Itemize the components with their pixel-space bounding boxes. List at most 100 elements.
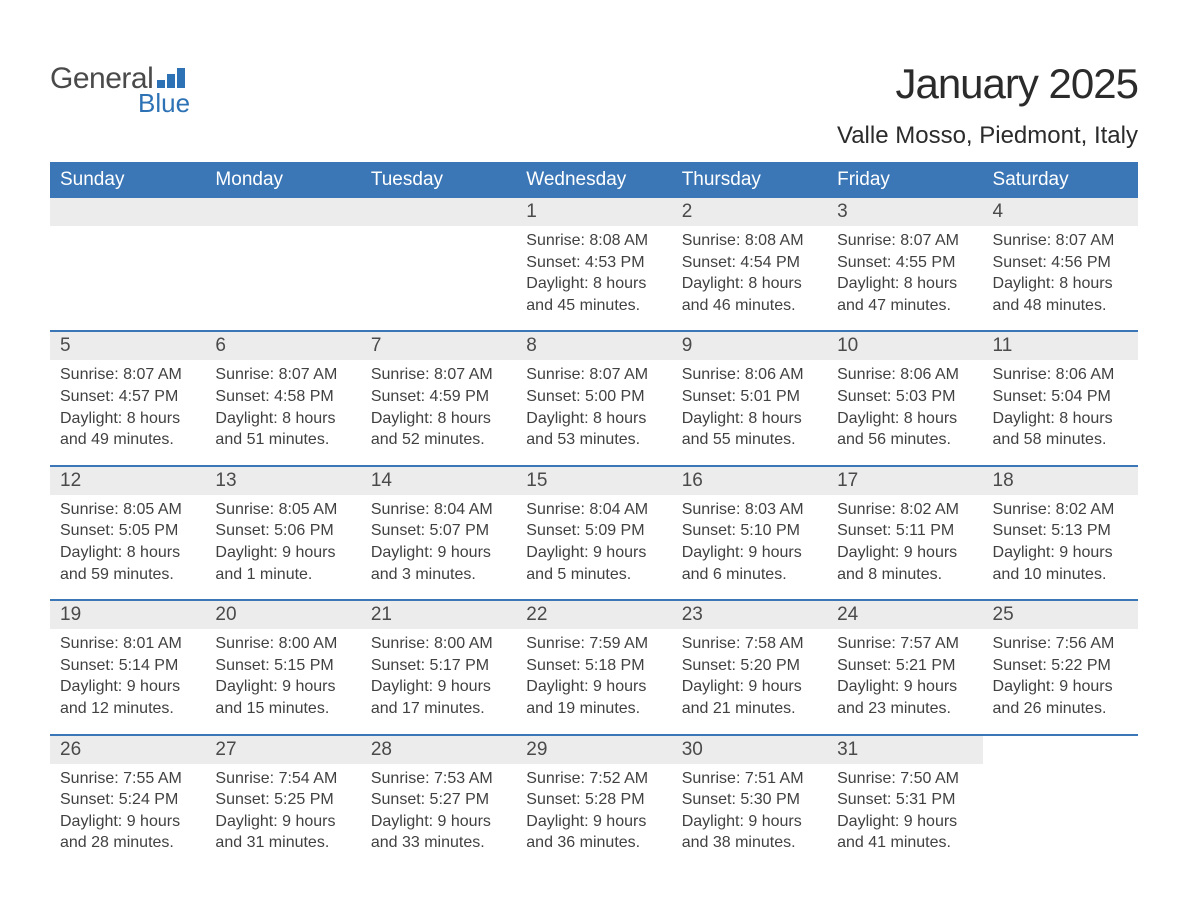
daylight-label-1: Daylight: 9 hours bbox=[60, 811, 195, 833]
daylight-label-2: and 47 minutes. bbox=[837, 295, 972, 317]
title-block: January 2025 Valle Mosso, Piedmont, Ital… bbox=[837, 60, 1138, 150]
day-number: 11 bbox=[983, 332, 1138, 360]
daylight-label-2: and 58 minutes. bbox=[993, 429, 1128, 451]
day-number: 6 bbox=[205, 332, 360, 360]
calendar-cell: 21Sunrise: 8:00 AMSunset: 5:17 PMDayligh… bbox=[361, 601, 516, 733]
day-info: Sunrise: 8:07 AMSunset: 4:58 PMDaylight:… bbox=[205, 360, 360, 450]
daylight-label-2: and 23 minutes. bbox=[837, 698, 972, 720]
day-info: Sunrise: 8:08 AMSunset: 4:54 PMDaylight:… bbox=[672, 226, 827, 316]
sunset-label: Sunset: 5:01 PM bbox=[682, 386, 817, 408]
day-info: Sunrise: 8:04 AMSunset: 5:07 PMDaylight:… bbox=[361, 495, 516, 585]
calendar-cell: 25Sunrise: 7:56 AMSunset: 5:22 PMDayligh… bbox=[983, 601, 1138, 733]
calendar-cell: 1Sunrise: 8:08 AMSunset: 4:53 PMDaylight… bbox=[516, 198, 671, 330]
daylight-label-2: and 55 minutes. bbox=[682, 429, 817, 451]
logo-text-blue: Blue bbox=[138, 88, 190, 119]
sunrise-label: Sunrise: 8:07 AM bbox=[60, 364, 195, 386]
day-info: Sunrise: 7:55 AMSunset: 5:24 PMDaylight:… bbox=[50, 764, 205, 854]
day-number: 30 bbox=[672, 736, 827, 764]
daylight-label-2: and 15 minutes. bbox=[215, 698, 350, 720]
sunset-label: Sunset: 5:30 PM bbox=[682, 789, 817, 811]
calendar-cell: 24Sunrise: 7:57 AMSunset: 5:21 PMDayligh… bbox=[827, 601, 982, 733]
sunset-label: Sunset: 4:53 PM bbox=[526, 252, 661, 274]
daylight-label-1: Daylight: 9 hours bbox=[215, 542, 350, 564]
daylight-label-2: and 1 minute. bbox=[215, 564, 350, 586]
sunset-label: Sunset: 4:59 PM bbox=[371, 386, 506, 408]
calendar-cell: 26Sunrise: 7:55 AMSunset: 5:24 PMDayligh… bbox=[50, 736, 205, 868]
day-number: 5 bbox=[50, 332, 205, 360]
sunrise-label: Sunrise: 8:04 AM bbox=[526, 499, 661, 521]
day-number: 28 bbox=[361, 736, 516, 764]
calendar-cell: 30Sunrise: 7:51 AMSunset: 5:30 PMDayligh… bbox=[672, 736, 827, 868]
day-info: Sunrise: 8:07 AMSunset: 4:55 PMDaylight:… bbox=[827, 226, 982, 316]
daylight-label-1: Daylight: 9 hours bbox=[682, 811, 817, 833]
daylight-label-2: and 31 minutes. bbox=[215, 832, 350, 854]
daylight-label-2: and 5 minutes. bbox=[526, 564, 661, 586]
day-info: Sunrise: 8:07 AMSunset: 4:56 PMDaylight:… bbox=[983, 226, 1138, 316]
day-number: 13 bbox=[205, 467, 360, 495]
day-number bbox=[50, 198, 205, 226]
day-number: 4 bbox=[983, 198, 1138, 226]
sunset-label: Sunset: 5:09 PM bbox=[526, 520, 661, 542]
day-number: 18 bbox=[983, 467, 1138, 495]
daylight-label-1: Daylight: 8 hours bbox=[60, 408, 195, 430]
daylight-label-2: and 52 minutes. bbox=[371, 429, 506, 451]
sunrise-label: Sunrise: 8:05 AM bbox=[60, 499, 195, 521]
day-number: 25 bbox=[983, 601, 1138, 629]
daylight-label-2: and 6 minutes. bbox=[682, 564, 817, 586]
day-number: 21 bbox=[361, 601, 516, 629]
dow-header: Thursday bbox=[672, 162, 827, 198]
daylight-label-2: and 12 minutes. bbox=[60, 698, 195, 720]
calendar-cell: 8Sunrise: 8:07 AMSunset: 5:00 PMDaylight… bbox=[516, 332, 671, 464]
dow-header: Tuesday bbox=[361, 162, 516, 198]
sunrise-label: Sunrise: 8:07 AM bbox=[837, 230, 972, 252]
day-info: Sunrise: 7:52 AMSunset: 5:28 PMDaylight:… bbox=[516, 764, 671, 854]
daylight-label-1: Daylight: 8 hours bbox=[682, 408, 817, 430]
day-info: Sunrise: 7:53 AMSunset: 5:27 PMDaylight:… bbox=[361, 764, 516, 854]
daylight-label-1: Daylight: 9 hours bbox=[993, 542, 1128, 564]
calendar-week: 19Sunrise: 8:01 AMSunset: 5:14 PMDayligh… bbox=[50, 599, 1138, 733]
calendar-cell: 16Sunrise: 8:03 AMSunset: 5:10 PMDayligh… bbox=[672, 467, 827, 599]
sunset-label: Sunset: 5:14 PM bbox=[60, 655, 195, 677]
daylight-label-1: Daylight: 9 hours bbox=[993, 676, 1128, 698]
sunrise-label: Sunrise: 8:03 AM bbox=[682, 499, 817, 521]
calendar-cell: 14Sunrise: 8:04 AMSunset: 5:07 PMDayligh… bbox=[361, 467, 516, 599]
day-number: 26 bbox=[50, 736, 205, 764]
sunset-label: Sunset: 5:27 PM bbox=[371, 789, 506, 811]
sunrise-label: Sunrise: 8:07 AM bbox=[526, 364, 661, 386]
day-number: 3 bbox=[827, 198, 982, 226]
daylight-label-2: and 51 minutes. bbox=[215, 429, 350, 451]
calendar-cell: 7Sunrise: 8:07 AMSunset: 4:59 PMDaylight… bbox=[361, 332, 516, 464]
day-info: Sunrise: 8:06 AMSunset: 5:01 PMDaylight:… bbox=[672, 360, 827, 450]
dow-header-row: SundayMondayTuesdayWednesdayThursdayFrid… bbox=[50, 162, 1138, 198]
day-number: 17 bbox=[827, 467, 982, 495]
sunrise-label: Sunrise: 8:06 AM bbox=[837, 364, 972, 386]
daylight-label-1: Daylight: 8 hours bbox=[682, 273, 817, 295]
day-number: 7 bbox=[361, 332, 516, 360]
calendar-cell: 19Sunrise: 8:01 AMSunset: 5:14 PMDayligh… bbox=[50, 601, 205, 733]
daylight-label-1: Daylight: 9 hours bbox=[215, 676, 350, 698]
sunrise-label: Sunrise: 7:52 AM bbox=[526, 768, 661, 790]
sunrise-label: Sunrise: 8:07 AM bbox=[371, 364, 506, 386]
daylight-label-1: Daylight: 9 hours bbox=[371, 811, 506, 833]
brand-logo: General Blue bbox=[50, 60, 197, 119]
page-header: General Blue January 2025 Valle Mosso, P… bbox=[50, 60, 1138, 150]
sunset-label: Sunset: 5:31 PM bbox=[837, 789, 972, 811]
day-info: Sunrise: 8:06 AMSunset: 5:03 PMDaylight:… bbox=[827, 360, 982, 450]
sunrise-label: Sunrise: 8:06 AM bbox=[993, 364, 1128, 386]
daylight-label-1: Daylight: 8 hours bbox=[837, 273, 972, 295]
sunrise-label: Sunrise: 8:05 AM bbox=[215, 499, 350, 521]
day-number: 22 bbox=[516, 601, 671, 629]
daylight-label-1: Daylight: 9 hours bbox=[682, 542, 817, 564]
day-info: Sunrise: 8:03 AMSunset: 5:10 PMDaylight:… bbox=[672, 495, 827, 585]
day-number: 27 bbox=[205, 736, 360, 764]
day-info: Sunrise: 8:06 AMSunset: 5:04 PMDaylight:… bbox=[983, 360, 1138, 450]
daylight-label-1: Daylight: 9 hours bbox=[526, 676, 661, 698]
day-info: Sunrise: 7:51 AMSunset: 5:30 PMDaylight:… bbox=[672, 764, 827, 854]
calendar-cell: 5Sunrise: 8:07 AMSunset: 4:57 PMDaylight… bbox=[50, 332, 205, 464]
daylight-label-2: and 33 minutes. bbox=[371, 832, 506, 854]
calendar-cell: 20Sunrise: 8:00 AMSunset: 5:15 PMDayligh… bbox=[205, 601, 360, 733]
calendar-cell: 13Sunrise: 8:05 AMSunset: 5:06 PMDayligh… bbox=[205, 467, 360, 599]
calendar-cell: 4Sunrise: 8:07 AMSunset: 4:56 PMDaylight… bbox=[983, 198, 1138, 330]
day-info: Sunrise: 7:58 AMSunset: 5:20 PMDaylight:… bbox=[672, 629, 827, 719]
day-number: 14 bbox=[361, 467, 516, 495]
